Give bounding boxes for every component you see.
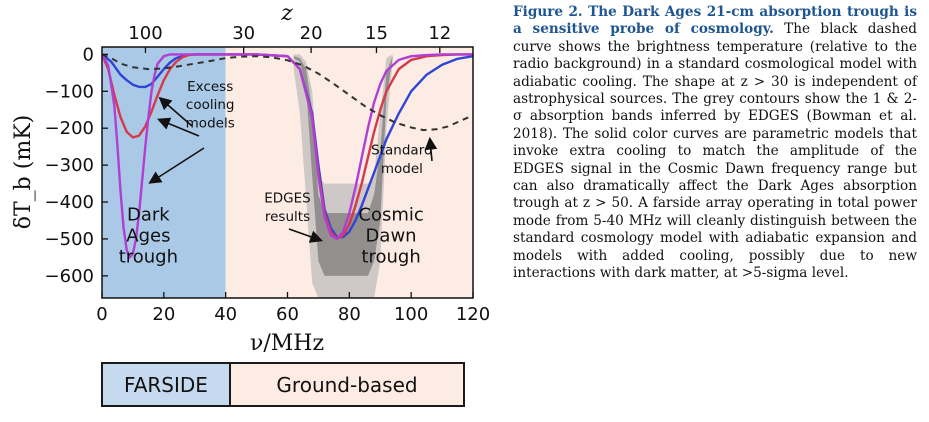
y-tick-label: 0 xyxy=(83,44,94,65)
annotation-text: cooling xyxy=(186,97,235,113)
top-tick-label: 12 xyxy=(428,23,451,44)
y-tick-label: −600 xyxy=(45,266,94,287)
y-axis-title: δT_b (mK) xyxy=(11,115,36,229)
figure-caption: Figure 2. The Dark Ages 21-cm absorption… xyxy=(513,4,917,283)
x-axis-title: ν/MHz xyxy=(250,331,324,356)
x-tick-label: 0 xyxy=(96,304,107,325)
frequency-band-bar: FARSIDE Ground-based xyxy=(101,362,465,407)
dark-ages-label: Dark xyxy=(127,204,170,225)
x-tick-label: 100 xyxy=(394,304,428,325)
dark-ages-label: Ages xyxy=(126,225,170,246)
shaded-regions xyxy=(102,47,473,298)
top-tick-label: 20 xyxy=(300,23,323,44)
y-tick-label: −300 xyxy=(45,155,94,176)
annotation-text: model xyxy=(381,161,423,177)
caption-title: Figure 2. The Dark Ages 21-cm absorption… xyxy=(513,4,917,38)
y-tick-label: −500 xyxy=(45,229,94,250)
annotation-text: Excess xyxy=(187,79,233,95)
cosmic-dawn-label: Dawn xyxy=(366,225,417,246)
y-tick-label: −400 xyxy=(45,192,94,213)
top-axis-title: z xyxy=(280,1,293,26)
standard-model-line xyxy=(102,53,473,132)
model-curves xyxy=(102,53,473,259)
annotations: Excess cooling models Standard model EDGES res… xyxy=(119,79,433,268)
top-tick-label: 15 xyxy=(365,23,388,44)
chart: 0 20 40 60 80 100 120 0 −100 −200 −300 −400 −500 −600… xyxy=(11,1,491,356)
edges-1sigma-band xyxy=(293,56,393,276)
top-tick-label: 30 xyxy=(232,23,255,44)
x-tick-label: 60 xyxy=(276,304,299,325)
axis-ticks xyxy=(101,47,474,298)
caption-body: The black dashed curve shows the brightn… xyxy=(513,21,917,282)
annotation-text: models xyxy=(186,116,235,132)
cosmic-dawn-label: trough xyxy=(361,246,420,267)
top-tick-label: 100 xyxy=(128,23,162,44)
x-tick-label: 20 xyxy=(152,304,175,325)
axis-labels: 0 20 40 60 80 100 120 0 −100 −200 −300 −400 −500 −600… xyxy=(45,23,491,325)
x-tick-label: 40 xyxy=(214,304,237,325)
y-tick-label: −100 xyxy=(45,81,94,102)
dark-ages-region xyxy=(102,47,226,298)
x-tick-label: 80 xyxy=(338,304,361,325)
annotation-text: Standard xyxy=(371,143,432,159)
annotation-text: EDGES xyxy=(264,191,311,207)
ground-based-band: Ground-based xyxy=(231,364,463,405)
farside-band: FARSIDE xyxy=(103,364,231,405)
annotation-text: results xyxy=(265,209,310,225)
cosmic-dawn-label: Cosmic xyxy=(358,204,423,225)
annotation-arrows xyxy=(148,96,438,243)
y-tick-label: −200 xyxy=(45,118,94,139)
cooling-model-line-3 xyxy=(102,53,473,259)
x-tick-label: 120 xyxy=(456,304,490,325)
dark-ages-label: trough xyxy=(119,246,178,267)
